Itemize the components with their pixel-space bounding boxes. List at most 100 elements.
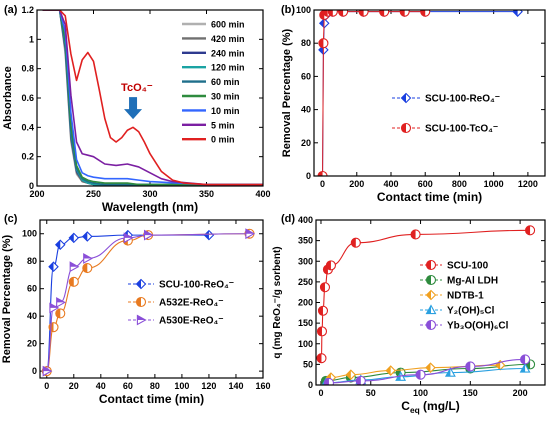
y-tick-label: 100 <box>22 229 37 239</box>
legend-entry: 30 min <box>182 92 240 102</box>
series-0 <box>316 225 536 364</box>
data-point-fill <box>426 363 431 373</box>
legend-label: NDTB-1 <box>447 291 484 302</box>
legend-label: 0 min <box>211 135 235 145</box>
data-point-fill <box>49 262 54 272</box>
legend-label: 120 min <box>211 63 245 73</box>
x-tick-label: 40 <box>96 381 106 391</box>
y-tick-label: 80 <box>301 38 311 48</box>
legend-entry: 0 min <box>182 135 235 145</box>
axis-label: Contact time (min) <box>99 392 204 406</box>
y-tick-label: 150 <box>298 318 313 328</box>
x-tick-label: 0 <box>318 388 323 398</box>
data-point-fill <box>69 233 74 243</box>
legend: 600 min 420 min 240 min 120 min 60 min 30 min… <box>182 20 245 145</box>
legend-label: Yb₃O(OH)₆Cl <box>447 321 509 332</box>
legend-entry: 60 min <box>182 77 240 87</box>
data-point-fill <box>318 171 323 176</box>
plot-area <box>317 10 523 176</box>
x-tick-label: 200 <box>513 388 528 398</box>
x-tick-label: 1200 <box>518 179 538 189</box>
legend-label: 60 min <box>211 77 240 87</box>
legend-entry: 240 min <box>182 48 245 58</box>
data-point-fill <box>69 277 74 287</box>
y-tick-label: 0 <box>308 380 313 390</box>
data-point-fill <box>411 229 416 239</box>
series-7 <box>42 10 263 186</box>
axis-label: Absorbance <box>2 66 14 130</box>
data-point-fill <box>55 240 61 250</box>
y-tick-label: 0.2 <box>21 152 34 162</box>
annotation-arrow <box>124 97 143 120</box>
legend-entry: SCU-100-ReO₄⁻ <box>128 278 234 291</box>
y-tick-label: 250 <box>298 277 313 287</box>
data-point-fill <box>513 10 518 17</box>
series-line <box>42 10 263 186</box>
legend-label: Y₂(OH)₅Cl <box>447 306 495 317</box>
legend-entry: SCU-100-TcO₄⁻ <box>392 122 498 135</box>
axis-label: Removal Percentage (%) <box>1 234 13 363</box>
y-tick-label: 0 <box>29 181 34 191</box>
data-point-fill <box>445 368 451 377</box>
x-tick-label: 160 <box>255 381 270 391</box>
data-point-fill <box>338 10 344 17</box>
x-tick-label: 1000 <box>484 179 504 189</box>
series-8 <box>42 10 263 186</box>
data-point-fill <box>82 263 88 273</box>
data-point-fill <box>386 366 391 376</box>
y-tick-label: 300 <box>298 256 313 266</box>
y-tick-label: 350 <box>298 236 313 246</box>
legend-entry: 420 min <box>182 34 245 44</box>
data-point-fill <box>82 231 88 241</box>
axis-label: Removal Percentage (%) <box>281 28 293 157</box>
data-point-fill <box>70 262 79 267</box>
panel-b: 0 200 400 600 800 1000 1200 0 20 40 60 80 100 Contact… <box>281 5 546 204</box>
data-point-fill <box>346 370 351 380</box>
data-point-fill <box>400 10 405 17</box>
legend: SCU-100-ReO₄⁻ A532E-ReO₄⁻ A530E-ReO₄⁻ <box>128 278 234 327</box>
legend-entry: A532E-ReO₄⁻ <box>128 296 224 309</box>
data-point-fill <box>416 370 421 380</box>
data-point-fill <box>396 372 401 381</box>
legend-label: SCU-100-ReO₄⁻ <box>159 280 234 291</box>
legend-entry: SCU-100-ReO₄⁻ <box>392 92 500 105</box>
plot-frame <box>39 219 264 379</box>
y-tick-label: 50 <box>303 359 313 369</box>
legend-label: A532E-ReO₄⁻ <box>159 298 224 309</box>
y-tick-label: 80 <box>27 256 37 266</box>
legend-marker-fill <box>136 297 141 307</box>
data-point-fill <box>319 18 325 28</box>
legend-entry: A530E-ReO₄⁻ <box>128 314 224 327</box>
data-point-fill <box>525 225 531 235</box>
y-tick-label: 40 <box>301 105 311 115</box>
panel-c-label: (c) <box>4 213 18 225</box>
series-4 <box>323 354 531 385</box>
series-line <box>42 10 263 186</box>
y-tick-label: 20 <box>301 138 311 148</box>
y-tick-label: 0.6 <box>21 93 34 103</box>
legend-entry: 600 min <box>182 20 245 30</box>
axis-label: Contact time (min) <box>377 190 482 204</box>
data-point-fill <box>359 10 364 17</box>
data-point-fill <box>204 230 209 240</box>
panel-a: 200 250 300 350 400 0 0.2 0.4 0.6 0.8 1 1.2 Waveleng… <box>2 5 271 214</box>
plot-area <box>42 10 263 186</box>
data-point-fill <box>379 10 385 17</box>
x-tick-label: 250 <box>86 189 101 199</box>
legend-entry: 120 min <box>182 63 245 73</box>
plot-area <box>41 228 256 377</box>
data-point-fill <box>324 378 329 385</box>
data-point-fill <box>328 10 333 17</box>
data-point-fill <box>144 230 153 236</box>
legend-entry: SCU-100 <box>420 259 489 272</box>
panels: 200 250 300 350 40000.20.40.60.811.2Waveleng… <box>1 5 546 415</box>
legend-marker-fill <box>426 290 431 300</box>
legend-marker-fill <box>426 275 431 285</box>
x-tick-label: 100 <box>174 381 189 391</box>
y-tick-label: 20 <box>27 339 37 349</box>
x-tick-label: 60 <box>123 381 133 391</box>
legend-label: 240 min <box>211 48 245 58</box>
legend-label: Mg-Al LDH <box>447 276 498 287</box>
x-tick-label: 200 <box>349 179 364 189</box>
